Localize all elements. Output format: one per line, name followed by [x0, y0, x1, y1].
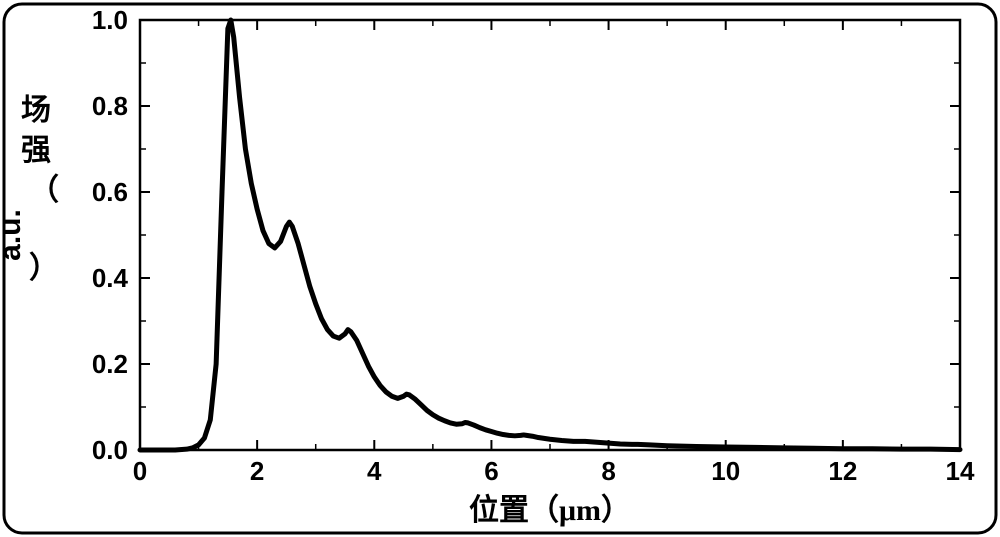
svg-text:8: 8 [601, 456, 615, 486]
chart-container: 0 2 4 6 8 10 12 14 0.0 0.2 0.4 0.6 0.8 1.0 场强 a.u.（ ） 位置（… [0, 0, 1000, 537]
svg-text:0.2: 0.2 [92, 349, 128, 379]
svg-text:强: 强 [21, 134, 51, 167]
svg-text:14: 14 [946, 456, 975, 486]
svg-text:（: （ [29, 173, 59, 207]
svg-text:1.0: 1.0 [92, 5, 128, 35]
chart-svg: 0 2 4 6 8 10 12 14 0.0 0.2 0.4 0.6 0.8 1.0 场强 a.u.（ ） 位置（… [0, 0, 1000, 537]
svg-text:4: 4 [367, 456, 382, 486]
svg-text:位置（μm）: 位置（μm） [469, 493, 631, 527]
svg-text:12: 12 [828, 456, 857, 486]
svg-text:6: 6 [484, 456, 498, 486]
svg-text:0.0: 0.0 [92, 435, 128, 465]
svg-text:10: 10 [711, 456, 740, 486]
svg-text:0.8: 0.8 [92, 91, 128, 121]
svg-text:0.4: 0.4 [92, 263, 129, 293]
svg-text:a.u.: a.u. [0, 209, 27, 261]
svg-text:场: 场 [21, 94, 51, 127]
svg-text:0: 0 [133, 456, 147, 486]
svg-text:0.6: 0.6 [92, 177, 128, 207]
svg-text:2: 2 [250, 456, 264, 486]
svg-text:）: ） [29, 251, 59, 285]
